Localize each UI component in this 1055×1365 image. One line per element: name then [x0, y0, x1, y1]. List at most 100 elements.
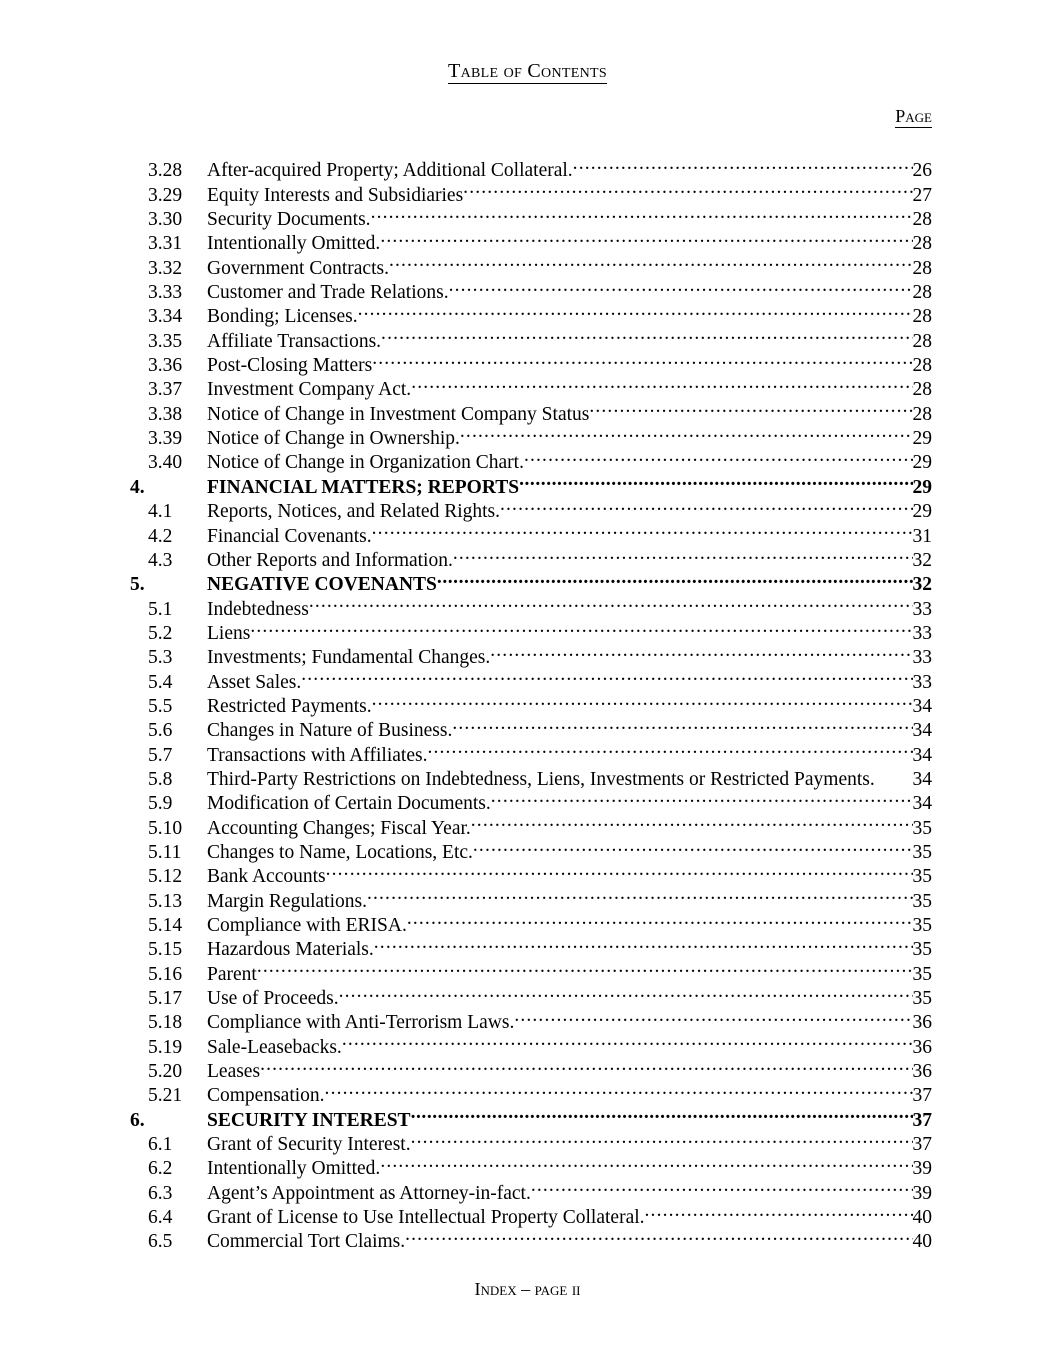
- toc-entry-number: 3.29: [148, 184, 183, 206]
- toc-entry[interactable]: 3.36 Post-Closing Matters 28: [0, 347, 1055, 376]
- toc-entry-label: Intentionally Omitted.: [207, 233, 381, 255]
- toc-entry[interactable]: 5.4 Asset Sales. 33: [0, 663, 1055, 692]
- toc-entry[interactable]: 5.14 Compliance with ERISA. 35: [0, 907, 1055, 936]
- toc-entry[interactable]: 3.31 Intentionally Omitted. 28: [0, 225, 1055, 254]
- toc-entry-page-number: 31: [912, 525, 933, 547]
- page-title: Table of Contents: [0, 60, 1055, 84]
- toc-entry[interactable]: 4. FINANCIAL MATTERS; REPORTS 29: [0, 468, 1055, 497]
- toc-entry-number: 5.3: [148, 647, 173, 669]
- toc-entry-number: 6.4: [148, 1207, 173, 1229]
- toc-entry-leaders: [500, 493, 913, 517]
- toc-entry[interactable]: 6.3 Agent’s Appointment as Attorney-in-fa…: [0, 1174, 1055, 1203]
- toc-entry-label: SECURITY INTEREST: [207, 1109, 411, 1131]
- toc-entry-page-number: 29: [912, 476, 933, 498]
- toc-entry[interactable]: 3.34 Bonding; Licenses. 28: [0, 298, 1055, 327]
- toc-entry-label: Parent: [207, 963, 257, 985]
- toc-entry[interactable]: 5.2 Liens 33: [0, 615, 1055, 644]
- toc-entry-page-number: 35: [912, 866, 933, 888]
- toc-entry-number: 3.40: [148, 452, 183, 474]
- toc-entry-leaders: [374, 931, 913, 955]
- toc-entry-label: Investment Company Act.: [207, 379, 412, 401]
- page-footer-text: Index – page ii: [474, 1279, 581, 1299]
- toc-entry-number: 6.2: [148, 1158, 173, 1180]
- toc-entry-label: Post-Closing Matters: [207, 355, 373, 377]
- toc-entry[interactable]: 4.3 Other Reports and Information. 32: [0, 542, 1055, 571]
- toc-entry-leaders: [471, 809, 913, 833]
- toc-entry-label: Financial Covenants.: [207, 525, 372, 547]
- toc-entry[interactable]: 6.5 Commercial Tort Claims. 40: [0, 1223, 1055, 1252]
- toc-entry-leaders: [372, 517, 913, 541]
- toc-entry-page-number: 35: [912, 817, 933, 839]
- toc-entry-page-number: 26: [912, 160, 933, 182]
- toc-entry-number: 3.38: [148, 403, 183, 425]
- toc-entry-page-number: 36: [912, 1012, 933, 1034]
- toc-entry[interactable]: 3.40 Notice of Change in Organization Cha…: [0, 444, 1055, 473]
- toc-entry-number: 5.20: [148, 1061, 183, 1083]
- toc-entry-page-number: 40: [912, 1231, 933, 1253]
- toc-entry[interactable]: 5.9 Modification of Certain Documents. 34: [0, 785, 1055, 814]
- toc-entry-leaders: [405, 1223, 912, 1247]
- toc-entry[interactable]: 5.7 Transactions with Affiliates. 34: [0, 736, 1055, 765]
- toc-entry-number: 5.12: [148, 866, 183, 888]
- toc-entry-page-number: 28: [912, 306, 933, 328]
- toc-entry[interactable]: 3.28 After-acquired Property; Additional …: [0, 152, 1055, 181]
- toc-entry-label: Transactions with Affiliates.: [207, 744, 428, 766]
- toc-entry-number: 6.5: [148, 1231, 173, 1253]
- toc-entry-leaders: [519, 468, 912, 492]
- toc-entry-page-number: 33: [912, 647, 933, 669]
- toc-entry[interactable]: 6.1 Grant of Security Interest. 37: [0, 1126, 1055, 1155]
- toc-entry-label: Compliance with ERISA.: [207, 915, 407, 936]
- toc-entry[interactable]: 6. SECURITY INTEREST 37: [0, 1101, 1055, 1130]
- toc-entry-page-number: 28: [912, 257, 933, 279]
- table-of-contents-list: 3.28 After-acquired Property; Additional …: [0, 152, 1055, 1252]
- toc-entry[interactable]: 5.10 Accounting Changes; Fiscal Year. 35: [0, 809, 1055, 838]
- toc-entry-leaders: [371, 201, 913, 225]
- toc-entry[interactable]: 5.21 Compensation. 37: [0, 1077, 1055, 1106]
- toc-entry-page-number: 40: [912, 1207, 933, 1229]
- toc-entry[interactable]: 5.5 Restricted Payments. 34: [0, 688, 1055, 717]
- toc-entry[interactable]: 3.37 Investment Company Act. 28: [0, 371, 1055, 400]
- toc-entry-page-number: 28: [912, 403, 933, 425]
- toc-entry-number: 3.37: [148, 379, 183, 401]
- toc-entry-number: 5.15: [148, 939, 183, 961]
- toc-entry-page-number: 39: [912, 1158, 933, 1180]
- toc-entry[interactable]: 5.12 Bank Accounts 35: [0, 858, 1055, 887]
- toc-entry-page-number: 29: [912, 501, 933, 523]
- toc-entry-leaders: [380, 1150, 912, 1174]
- toc-entry-number: 5.19: [148, 1036, 183, 1058]
- toc-entry[interactable]: 3.32 Government Contracts. 28: [0, 249, 1055, 278]
- toc-entry-number: 3.31: [148, 233, 183, 255]
- toc-entry-label: Security Documents.: [207, 209, 371, 231]
- toc-entry-label: Restricted Payments.: [207, 695, 372, 717]
- toc-entry[interactable]: 5.20 Leases 36: [0, 1053, 1055, 1082]
- toc-entry-number: 5.10: [148, 817, 183, 839]
- toc-entry-page-number: 28: [912, 209, 933, 231]
- toc-entry-leaders: [411, 371, 912, 395]
- toc-entry-page-number: 32: [912, 574, 933, 596]
- toc-entry[interactable]: 3.39 Notice of Change in Ownership. 29: [0, 420, 1055, 449]
- toc-entry[interactable]: 5.18 Compliance with Anti-Terrorism Laws.…: [0, 1004, 1055, 1033]
- toc-entry-leaders: [524, 444, 913, 468]
- toc-entry[interactable]: 5.16 Parent 35: [0, 955, 1055, 984]
- toc-entry-leaders: [491, 785, 913, 809]
- toc-entry-leaders: [380, 225, 912, 249]
- toc-entry-page-number: 34: [912, 793, 933, 815]
- toc-entry-page-number: 35: [912, 915, 933, 936]
- toc-entry-page-number: 28: [912, 233, 933, 255]
- toc-entry-leaders: [260, 1053, 912, 1077]
- toc-entry[interactable]: 3.35 Affiliate Transactions. 28: [0, 322, 1055, 351]
- toc-entry-page-number: 28: [912, 282, 933, 304]
- toc-entry[interactable]: 5.13 Margin Regulations. 35: [0, 882, 1055, 911]
- toc-entry-number: 4.: [130, 476, 145, 498]
- toc-entry[interactable]: 4.2 Financial Covenants. 31: [0, 517, 1055, 546]
- toc-entry-page-number: 34: [912, 744, 933, 766]
- toc-entry[interactable]: 6.2 Intentionally Omitted. 39: [0, 1150, 1055, 1179]
- toc-entry[interactable]: 3.30 Security Documents. 28: [0, 201, 1055, 230]
- toc-entry-number: 5.8: [148, 768, 173, 790]
- toc-entry[interactable]: 5.17 Use of Proceeds. 35: [0, 980, 1055, 1009]
- toc-entry[interactable]: 5.6 Changes in Nature of Business. 34: [0, 712, 1055, 741]
